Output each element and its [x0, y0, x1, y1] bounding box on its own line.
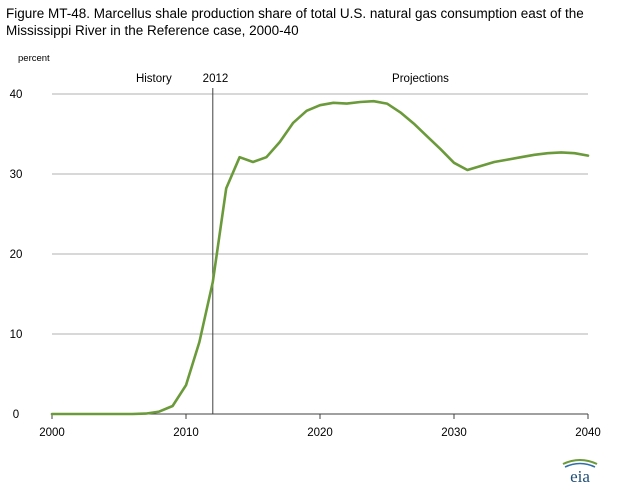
- eia-logo-text: eia: [570, 467, 590, 484]
- y-tick-label-30: 30: [10, 169, 23, 181]
- y-tick-label-0: 0: [13, 409, 19, 421]
- eia-logo: eia: [560, 458, 600, 486]
- y-tick-label-40: 40: [10, 89, 23, 101]
- x-tick-label-2020: 2020: [307, 427, 333, 439]
- chart-title: Figure MT-48. Marcellus shale production…: [6, 5, 612, 39]
- x-tick-label-2000: 2000: [39, 427, 65, 439]
- y-tick-label-10: 10: [10, 329, 23, 341]
- annotation-2012: 2012: [203, 73, 229, 85]
- annotation-projections: Projections: [392, 73, 449, 85]
- x-tick-label-2010: 2010: [173, 427, 199, 439]
- y-tick-label-20: 20: [10, 249, 23, 261]
- chart-title-line-2: Mississippi River in the Reference case,…: [6, 23, 299, 38]
- x-tick-label-2030: 2030: [441, 427, 467, 439]
- annotation-history: History: [136, 73, 172, 85]
- y-axis-unit-label: percent: [18, 53, 50, 64]
- chart-title-line-1: Figure MT-48. Marcellus shale production…: [6, 6, 584, 21]
- eia-logo-icon: eia: [562, 459, 598, 486]
- series-line: [50, 99, 590, 416]
- x-tick-label-2040: 2040: [575, 427, 601, 439]
